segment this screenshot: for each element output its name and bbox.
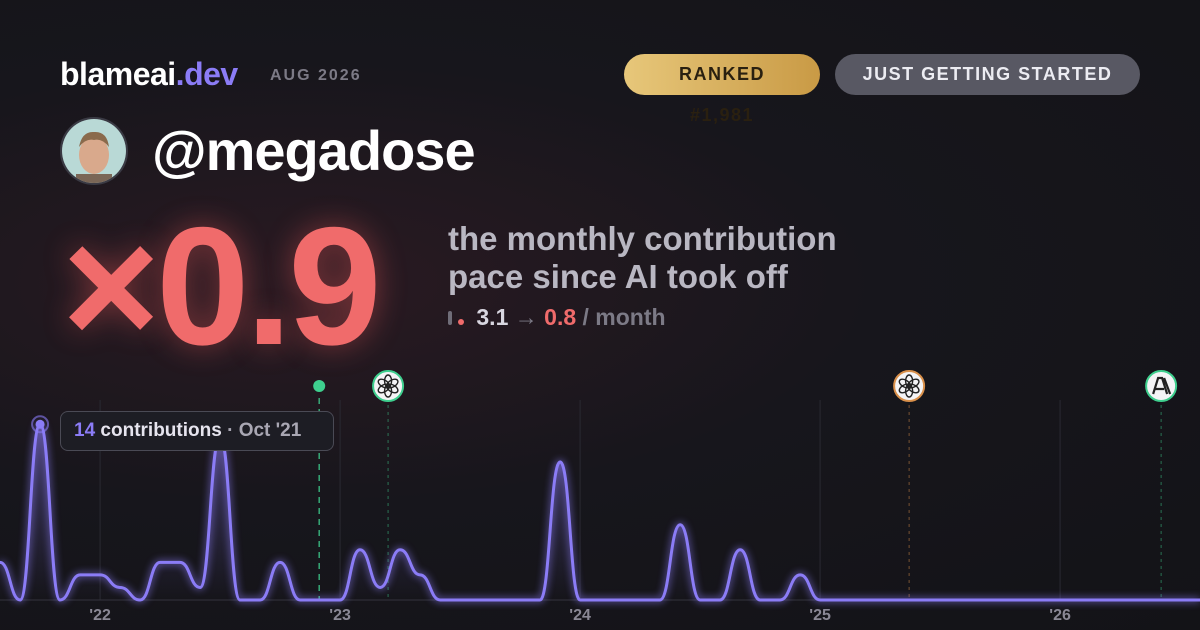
line: [0, 422, 1200, 602]
event-marker: [893, 370, 926, 402]
highlight-point: [35, 419, 45, 429]
rank-badge: RANKED #1,981: [624, 54, 820, 125]
brand[interactable]: blameai.dev: [60, 56, 238, 93]
pace-icon: [448, 311, 464, 325]
status-badge: JUST GETTING STARTED: [835, 54, 1140, 95]
tooltip-date: Oct '21: [238, 420, 302, 441]
brand-tld: .dev: [175, 56, 239, 92]
description: the monthly contribution pace since AI to…: [448, 220, 837, 296]
description-line: the monthly contribution: [448, 220, 837, 257]
x-tick-label: '24: [569, 607, 591, 624]
x-tick-label: '23: [329, 607, 351, 624]
description-line: pace since AI took off: [448, 258, 788, 295]
x-tick-label: '25: [809, 607, 831, 624]
x-tick-label: '22: [89, 607, 111, 624]
pace: 3.1 → 0.8 / month: [448, 304, 666, 331]
multiplier: ×0.9: [62, 192, 382, 380]
event-icon: [898, 378, 911, 389]
pace-arrow: →: [514, 304, 538, 330]
event-badge: [372, 370, 405, 402]
handle: @megadose: [152, 119, 476, 182]
pace-unit: / month: [582, 304, 666, 330]
brand-name: blameai: [60, 56, 176, 92]
highlight-ring: [31, 415, 50, 434]
pace-before: 3.1: [476, 304, 509, 330]
event-icon: [1152, 376, 1172, 395]
event-marker: [1145, 370, 1178, 402]
event-icon: [377, 378, 390, 389]
event-marker: [372, 370, 405, 402]
event-badge: [893, 370, 926, 402]
tooltip-separator: ·: [227, 420, 234, 441]
event-badge: [1145, 370, 1178, 402]
avatar-image: [62, 119, 126, 183]
tooltip-label: contributions: [100, 420, 222, 441]
x-tick-label: '26: [1049, 607, 1071, 624]
pace-after: 0.8: [544, 304, 577, 330]
avatar: [60, 117, 128, 185]
period: AUG 2026: [270, 67, 362, 84]
event-marker: [313, 380, 326, 392]
tooltip-value: 14: [74, 420, 96, 441]
tooltip: 14 contributions · Oct '21: [60, 411, 334, 451]
